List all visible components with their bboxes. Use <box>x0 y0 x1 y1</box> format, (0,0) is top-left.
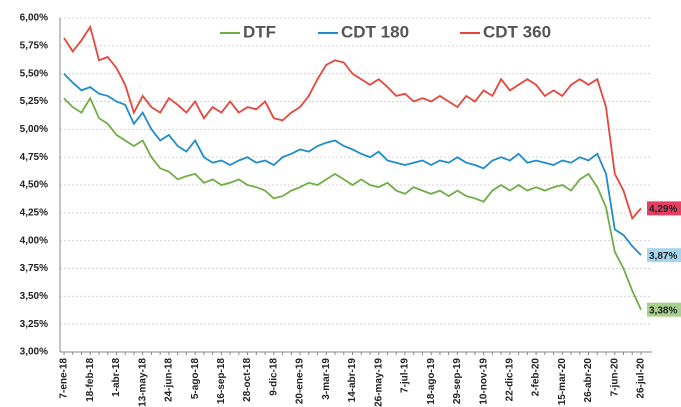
y-tick-label: 3,25% <box>20 319 48 330</box>
y-tick-label: 6,00% <box>20 13 48 24</box>
x-tick-label: 26-abr-20 <box>583 358 594 403</box>
x-tick-label: 5-ago-18 <box>190 358 201 400</box>
x-tick-label: 2-feb-20 <box>531 358 542 397</box>
legend: DTF CDT 180 CDT 360 <box>220 22 551 41</box>
value-label: 3,87% <box>649 251 677 262</box>
value-label-box <box>647 248 681 263</box>
x-tick-label: 18-ago-19 <box>426 358 437 405</box>
x-tick-label: 18-feb-18 <box>85 358 96 402</box>
y-tick-label: 5,00% <box>20 124 48 135</box>
y-tick-label: 4,75% <box>20 152 48 163</box>
value-label-box <box>647 302 681 317</box>
x-tick-label: 28-oct-18 <box>242 358 253 402</box>
x-tick-label: 16-sep-18 <box>216 358 227 405</box>
y-tick-label: 5,75% <box>20 40 48 51</box>
x-tick-label: 7-ene-18 <box>59 358 70 399</box>
legend-label: CDT 180 <box>341 22 409 41</box>
x-tick-label: 26-jul-20 <box>636 358 647 399</box>
series-line <box>63 96 642 311</box>
y-tick-label: 4,50% <box>20 180 48 191</box>
legend-label: CDT 360 <box>483 22 551 41</box>
series-line <box>63 73 642 256</box>
x-tick-label: 24-jun-18 <box>164 358 175 402</box>
x-tick-label: 10-nov-19 <box>478 358 489 405</box>
y-tick-label: 3,75% <box>20 263 48 274</box>
x-tick-label: 1-abr-18 <box>111 358 122 397</box>
x-tick-label: 22-dic-19 <box>505 358 516 402</box>
legend-label: DTF <box>243 22 276 41</box>
y-tick-label: 5,25% <box>20 96 48 107</box>
value-label-box <box>647 201 681 216</box>
x-tick-label: 3-mar-19 <box>321 358 332 400</box>
y-tick-label: 5,50% <box>20 68 48 79</box>
x-tick-label: 9-dic-18 <box>268 358 279 396</box>
x-tick-label: 13-may-18 <box>137 358 148 407</box>
x-tick-label: 14-abr-19 <box>347 358 358 403</box>
series-line <box>63 24 642 221</box>
x-tick-label: 15-mar-20 <box>557 358 568 406</box>
value-label: 4,29% <box>649 204 677 215</box>
x-tick-label: 29-sep-19 <box>452 358 463 405</box>
x-tick-label: 20-ene-19 <box>295 358 306 405</box>
value-label: 3,38% <box>649 305 677 316</box>
y-tick-label: 3,50% <box>20 291 48 302</box>
y-tick-label: 4,00% <box>20 235 48 246</box>
x-tick-label: 7-jul-19 <box>400 358 411 393</box>
x-tick-label: 26-may-19 <box>373 358 384 407</box>
x-tick-label: 7-jun-20 <box>609 358 620 397</box>
y-tick-label: 3,00% <box>20 347 48 358</box>
y-tick-label: 4,25% <box>20 207 48 218</box>
